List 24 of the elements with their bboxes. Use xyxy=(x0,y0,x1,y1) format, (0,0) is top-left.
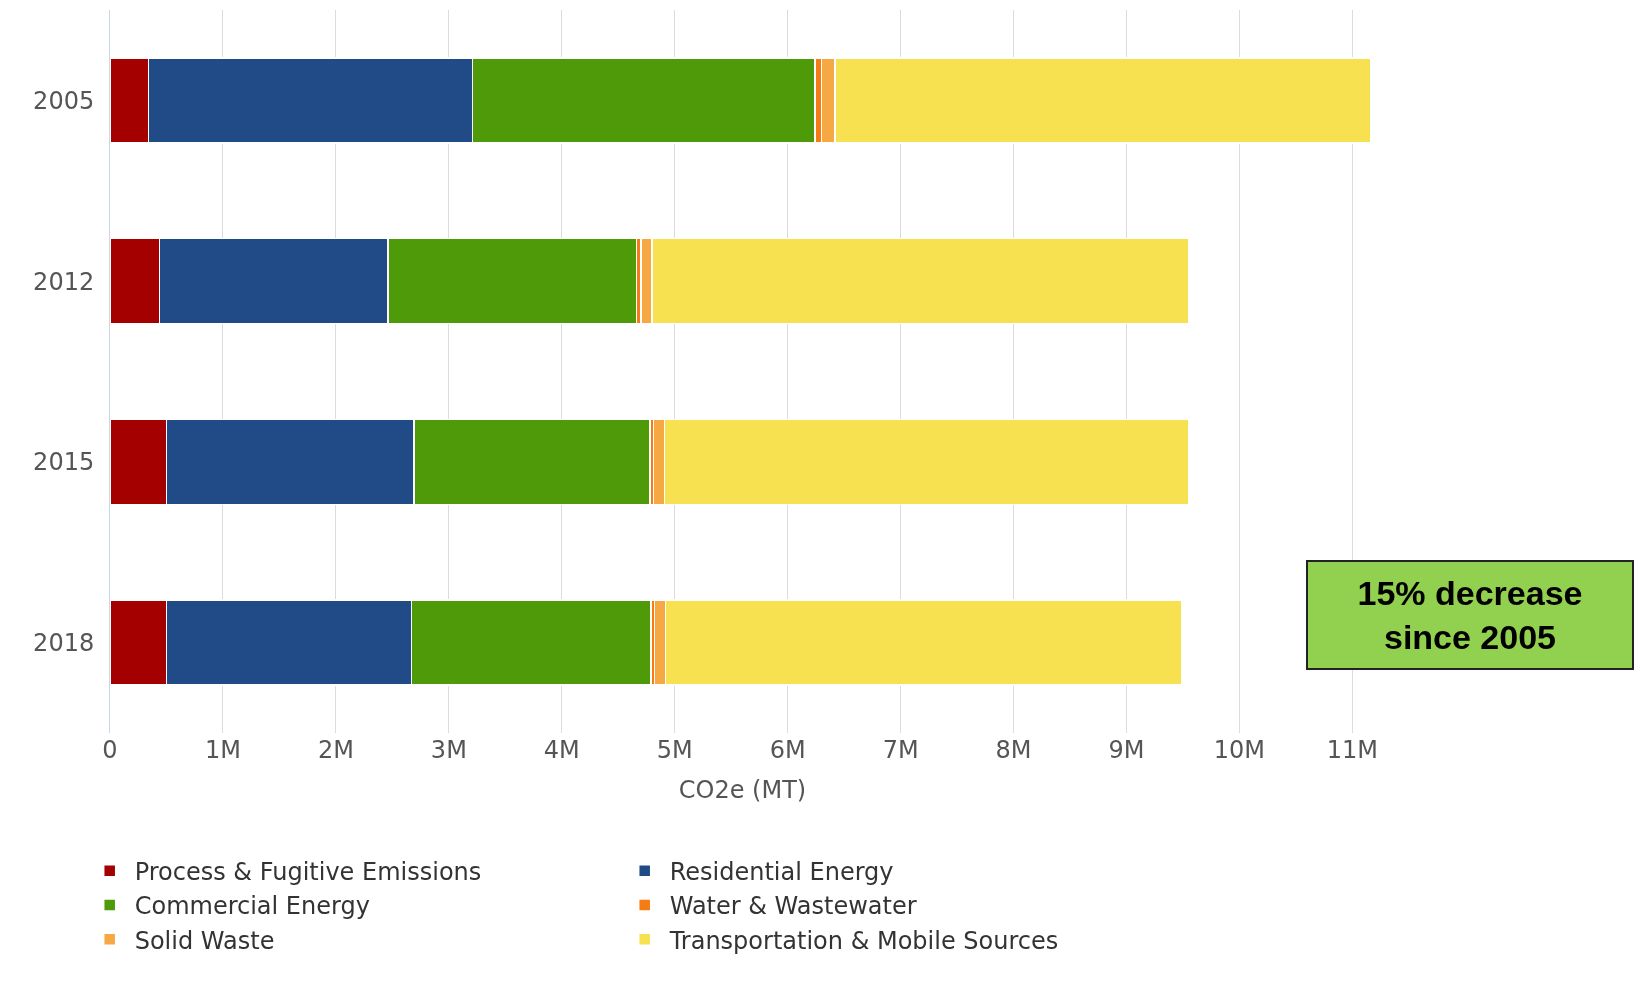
x-tick-label: 4M xyxy=(543,736,580,764)
x-tick-label: 11M xyxy=(1326,736,1379,764)
legend-label: Solid Waste xyxy=(134,926,275,955)
y-tick-label: 2018 xyxy=(33,629,95,658)
x-tick-label: 2M xyxy=(317,736,354,764)
y-tick-label: 2012 xyxy=(33,267,95,296)
x-tick-label: 3M xyxy=(430,736,467,764)
x-tick-label: 0 xyxy=(102,736,118,764)
legend-label: Process & Fugitive Emissions xyxy=(134,858,482,887)
y-tick-label: 2015 xyxy=(33,448,95,477)
x-tick-label: 6M xyxy=(769,736,806,764)
x-tick-label: 5M xyxy=(656,736,693,764)
x-tick-label: 10M xyxy=(1213,736,1266,764)
y-tick-label: 2005 xyxy=(33,86,95,115)
annotation: 15% decrease since 2005 xyxy=(1357,574,1583,657)
x-tick-label: 8M xyxy=(995,736,1032,764)
legend-label: Transportation & Mobile Sources xyxy=(668,926,1059,955)
x-tick-label: 1M xyxy=(204,736,241,764)
x-tick-label: 9M xyxy=(1108,736,1145,764)
legend-label: Water & Wastewater xyxy=(669,892,917,921)
x-axis-title: CO2e (MT) xyxy=(678,776,807,805)
x-tick-label: 7M xyxy=(882,736,919,764)
legend-label: Commercial Energy xyxy=(134,892,370,921)
legend-label: Residential Energy xyxy=(669,858,894,887)
